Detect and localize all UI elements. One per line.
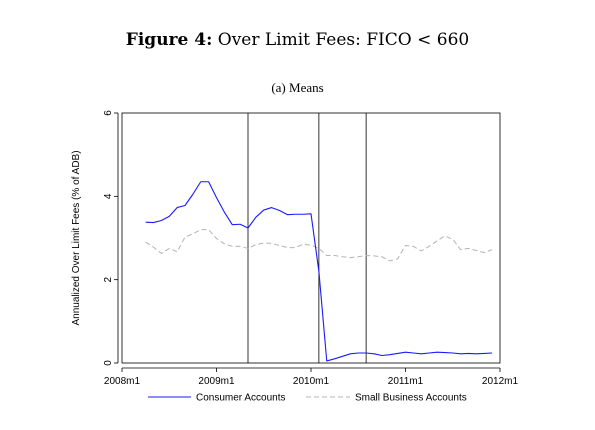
legend-label-consumer-accounts: Consumer Accounts <box>196 393 286 404</box>
x-tick-label: 2008m1 <box>104 376 141 387</box>
figure-label: Figure 4: <box>125 30 213 50</box>
figure-subtitle: (a) Means <box>271 80 324 95</box>
y-tick-label: 0 <box>103 360 114 366</box>
y-tick-label: 4 <box>103 193 114 199</box>
consumer-accounts-line <box>145 181 493 362</box>
x-tick-label: 2009m1 <box>198 376 235 387</box>
figure-title: Figure 4: Over Limit Fees: FICO < 660 <box>0 30 595 50</box>
small-business-accounts-line <box>145 229 493 262</box>
legend-label-small-business-accounts: Small Business Accounts <box>355 393 467 404</box>
x-tick-label: 2012m1 <box>482 376 519 387</box>
x-tick-label: 2010m1 <box>293 376 330 387</box>
plot-area: 0 2 4 6 2008m1 2009m1 2010m1 2011m1 2012m1 Annual… <box>71 110 519 387</box>
y-axis-title: Annualized Over Limit Fees (% of ADB) <box>71 150 82 325</box>
y-tick-label: 6 <box>103 110 114 116</box>
x-tick-label: 2011m1 <box>388 376 424 387</box>
plot-frame <box>121 112 501 364</box>
y-tick-label: 2 <box>103 276 114 282</box>
figure-title-text: Over Limit Fees: FICO < 660 <box>217 30 470 50</box>
legend: Consumer Accounts Small Business Accounts <box>148 393 467 404</box>
